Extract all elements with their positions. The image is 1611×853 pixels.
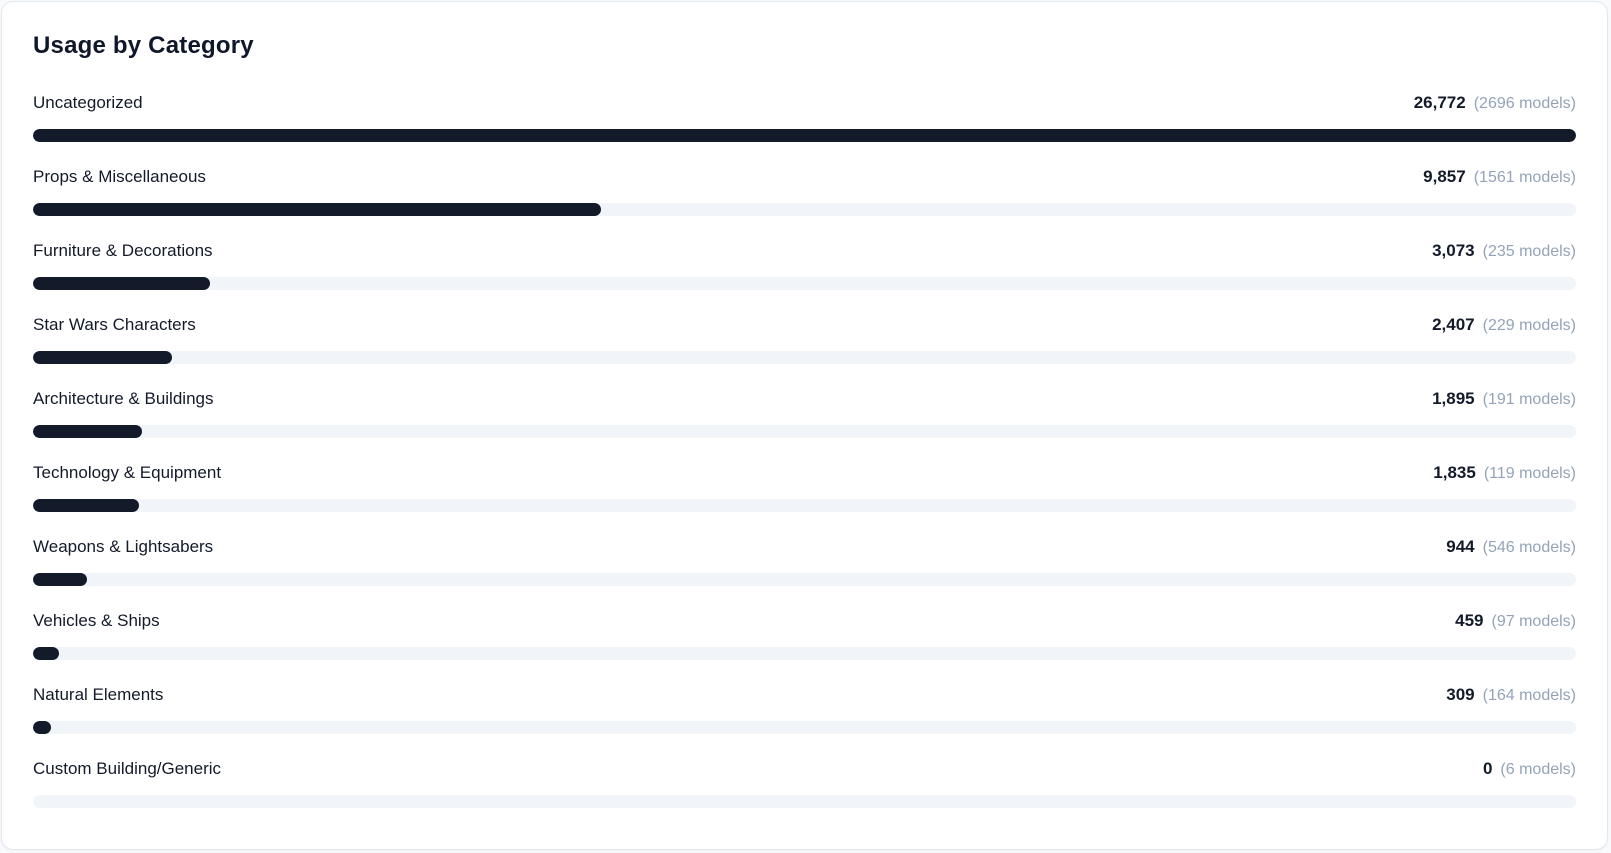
category-row: Custom Building/Generic 0 (6 models) [33,759,1576,808]
usage-bar-fill [33,647,60,660]
category-label: Custom Building/Generic [33,759,222,778]
usage-bar-fill [33,499,139,512]
category-row: Weapons & Lightsabers 944 (546 models) [33,537,1576,586]
category-row-header: Star Wars Characters 2,407 (229 models) [33,315,1576,336]
category-row-header: Technology & Equipment 1,835 (119 models… [33,463,1576,484]
category-row-header: Architecture & Buildings 1,895 (191 mode… [33,389,1576,410]
category-row: Star Wars Characters 2,407 (229 models) [33,315,1576,364]
usage-count: 1,895 [1432,389,1475,408]
usage-bar-track [33,795,1576,808]
models-count: (191 models) [1482,391,1576,408]
category-stats: 1,835 (119 models) [1433,463,1576,484]
category-row: Uncategorized 26,772 (2696 models) [33,93,1576,142]
category-row-header: Uncategorized 26,772 (2696 models) [33,93,1576,114]
usage-bar-track [33,647,1576,660]
usage-bar-fill [33,351,172,364]
category-row: Props & Miscellaneous 9,857 (1561 models… [33,167,1576,216]
usage-count: 459 [1455,611,1484,630]
models-count: (6 models) [1500,761,1576,778]
category-row-header: Props & Miscellaneous 9,857 (1561 models… [33,167,1576,188]
category-list: Uncategorized 26,772 (2696 models) Props… [33,93,1576,808]
category-row: Furniture & Decorations 3,073 (235 model… [33,241,1576,290]
usage-bar-track [33,499,1576,512]
category-row-header: Natural Elements 309 (164 models) [33,685,1576,706]
usage-count: 944 [1446,537,1475,556]
usage-count: 9,857 [1423,167,1466,186]
models-count: (2696 models) [1473,95,1576,112]
category-row-header: Furniture & Decorations 3,073 (235 model… [33,241,1576,262]
usage-bar-fill [33,573,88,586]
category-stats: 26,772 (2696 models) [1414,93,1576,114]
models-count: (1561 models) [1473,169,1576,186]
category-row-header: Vehicles & Ships 459 (97 models) [33,611,1576,632]
models-count: (229 models) [1482,317,1576,334]
usage-bar-track [33,277,1576,290]
category-stats: 0 (6 models) [1483,759,1576,780]
category-row: Natural Elements 309 (164 models) [33,685,1576,734]
usage-count: 3,073 [1432,241,1475,260]
card-title: Usage by Category [33,32,254,59]
category-label: Architecture & Buildings [33,389,214,408]
category-row: Technology & Equipment 1,835 (119 models… [33,463,1576,512]
category-stats: 459 (97 models) [1455,611,1576,632]
usage-bar-track [33,203,1576,216]
category-label: Vehicles & Ships [33,611,160,630]
category-stats: 2,407 (229 models) [1432,315,1576,336]
category-row: Vehicles & Ships 459 (97 models) [33,611,1576,660]
usage-count: 2,407 [1432,315,1475,334]
category-row: Architecture & Buildings 1,895 (191 mode… [33,389,1576,438]
usage-bar-fill [33,203,602,216]
usage-bar-fill [33,277,211,290]
category-stats: 1,895 (191 models) [1432,389,1576,410]
usage-bar-track [33,721,1576,734]
models-count: (546 models) [1482,539,1576,556]
usage-bar-fill [33,425,143,438]
category-label: Props & Miscellaneous [33,167,206,186]
usage-bar-fill [33,129,1576,142]
usage-bar-fill [33,721,51,734]
models-count: (235 models) [1482,243,1576,260]
usage-bar-track [33,425,1576,438]
usage-count: 0 [1482,759,1493,778]
models-count: (119 models) [1483,465,1576,482]
models-count: (164 models) [1482,687,1576,704]
category-label: Furniture & Decorations [33,241,213,260]
models-count: (97 models) [1491,613,1576,630]
category-label: Natural Elements [33,685,164,704]
usage-bar-track [33,351,1576,364]
category-label: Star Wars Characters [33,315,196,334]
category-stats: 309 (164 models) [1446,685,1576,706]
category-row-header: Custom Building/Generic 0 (6 models) [33,759,1576,780]
usage-bar-track [33,573,1576,586]
category-label: Weapons & Lightsabers [33,537,214,556]
category-stats: 9,857 (1561 models) [1423,167,1576,188]
category-label: Technology & Equipment [33,463,222,482]
category-label: Uncategorized [33,93,143,112]
category-stats: 944 (546 models) [1446,537,1576,558]
usage-count: 26,772 [1413,93,1466,112]
category-stats: 3,073 (235 models) [1432,241,1576,262]
usage-count: 309 [1446,685,1475,704]
usage-count: 1,835 [1433,463,1476,482]
category-row-header: Weapons & Lightsabers 944 (546 models) [33,537,1576,558]
usage-bar-track [33,129,1576,142]
